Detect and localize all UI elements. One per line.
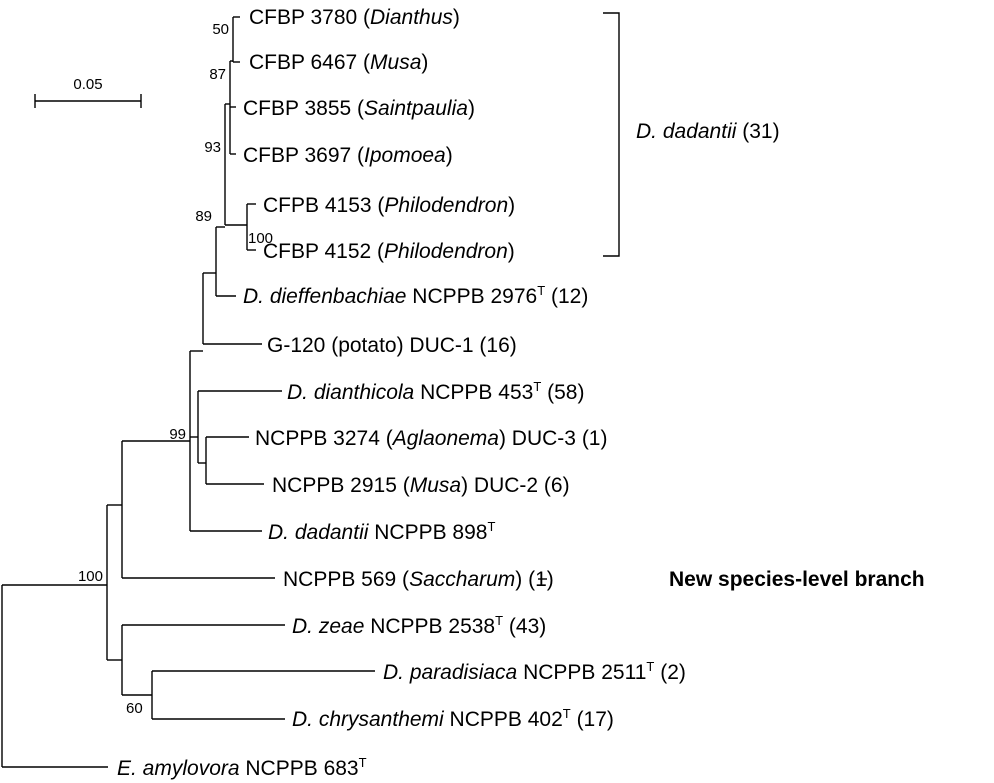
taxon-label: E. amylovora NCPPB 683T: [117, 755, 367, 780]
type-strain-superscript: T: [495, 613, 503, 628]
taxon-label: D. zeae NCPPB 2538T (43): [292, 613, 546, 638]
taxon-labels: CFBP 3780 (Dianthus)CFBP 6467 (Musa)CFBP…: [117, 6, 686, 780]
taxon-label: CFPB 4153 (Philodendron): [263, 194, 515, 217]
taxon-label-part: Philodendron: [384, 240, 508, 263]
taxon-label-part: NCPPB 898: [368, 521, 487, 544]
type-strain-superscript: T: [537, 283, 545, 298]
taxon-label-part: NCPPB 453: [414, 381, 533, 404]
taxon-label-part: Dianthus: [370, 6, 453, 29]
type-strain-superscript: T: [646, 659, 654, 674]
taxon-label-part: NCPPB 3274 (: [255, 427, 393, 450]
taxon-label-part: NCPPB 2538: [364, 615, 495, 638]
taxon-label-part: (58): [541, 381, 584, 404]
taxon-label-part: (12): [545, 285, 588, 308]
taxon-label: CFBP 4152 (Philodendron): [263, 240, 515, 263]
taxon-label-part: ): [508, 194, 515, 217]
bootstrap-value: 87: [209, 66, 226, 83]
taxon-label-part: ): [446, 144, 453, 167]
taxon-label-part: ) DUC-3 (1): [499, 427, 608, 450]
taxon-label-part: ): [453, 6, 460, 29]
taxon-label-part: NCPPB 2511: [517, 661, 646, 684]
taxon-label-part: Musa: [370, 51, 421, 74]
taxon-label-part: NCPPB 569 (: [283, 568, 409, 591]
taxon-label-part: CFBP 6467 (: [249, 51, 370, 74]
taxon-label: D. chrysanthemi NCPPB 402T (17): [292, 706, 614, 731]
taxon-label: NCPPB 569 (Saccharum) (1): [283, 568, 554, 591]
taxon-label-part: ): [421, 51, 428, 74]
taxon-label: D. dianthicola NCPPB 453T (58): [287, 379, 584, 404]
taxon-label-part: (2): [654, 661, 686, 684]
taxon-label-part: (43): [503, 615, 546, 638]
taxon-label-part: CFPB 4153 (: [263, 194, 384, 217]
taxon-label-part: D. dadantii: [268, 521, 370, 544]
taxon-label: NCPPB 2915 (Musa) DUC-2 (6): [272, 474, 570, 497]
taxon-label-part: ) DUC-2 (6): [461, 474, 570, 497]
taxon-label-part: ) (1): [515, 568, 554, 591]
taxon-label-part: ): [468, 97, 475, 120]
taxon-label: G-120 (potato) DUC-1 (16): [267, 334, 517, 357]
bootstrap-value: 93: [204, 139, 221, 156]
taxon-label-part: D. paradisiaca: [383, 661, 517, 684]
taxon-label-part: Aglaonema: [391, 427, 499, 450]
taxon-label-part: D. dianthicola: [287, 381, 414, 404]
type-strain-superscript: T: [359, 755, 367, 770]
clade-label: D. dadantii (31): [636, 120, 780, 143]
type-strain-superscript: T: [533, 379, 541, 394]
taxon-label-part: D. dieffenbachiae: [243, 285, 406, 308]
taxon-label-part: G-120 (potato) DUC-1 (16): [267, 334, 517, 357]
scale-bar-label: 0.05: [73, 76, 102, 93]
taxon-label-part: CFBP 3780 (: [249, 6, 370, 29]
new-branch-callout: New species-level branch: [538, 568, 925, 591]
type-strain-superscript: T: [563, 706, 571, 721]
taxon-label-part: D. chrysanthemi: [292, 708, 445, 731]
taxon-label-part: Musa: [410, 474, 461, 497]
taxon-label: D. dadantii NCPPB 898T: [268, 519, 495, 544]
bootstrap-value: 89: [195, 208, 212, 225]
taxon-label-part: CFBP 4152 (: [263, 240, 384, 263]
taxon-label-part: CFBP 3697 (: [243, 144, 364, 167]
taxon-label-part: NCPPB 2915 (: [272, 474, 410, 497]
bootstrap-values: 50 87 93 100 89 99 100 60: [78, 21, 273, 717]
taxon-label-part: E. amylovora: [117, 757, 240, 780]
taxon-label-part: (17): [571, 708, 614, 731]
taxon-label: CFBP 3697 (Ipomoea): [243, 144, 453, 167]
taxon-label-part: Ipomoea: [364, 144, 446, 167]
taxon-label: NCPPB 3274 (Aglaonema) DUC-3 (1): [255, 427, 607, 450]
clade-count: (31): [736, 120, 779, 143]
clade-bracket: D. dadantii (31): [603, 12, 780, 257]
branches: [1, 16, 375, 768]
bootstrap-value: 100: [248, 230, 273, 247]
taxon-label-part: NCPPB 683: [240, 757, 359, 780]
taxon-label-part: Philodendron: [384, 194, 508, 217]
taxon-label: CFBP 6467 (Musa): [249, 51, 428, 74]
taxon-label-part: NCPPB 402: [444, 708, 563, 731]
bootstrap-value: 60: [126, 700, 143, 717]
taxon-label-part: CFBP 3855 (: [243, 97, 364, 120]
callout-label: New species-level branch: [669, 568, 925, 591]
taxon-label: CFBP 3855 (Saintpaulia): [243, 97, 475, 120]
taxon-label-part: Saccharum: [409, 568, 515, 591]
taxon-label-part: ): [508, 240, 515, 263]
scale-bar: 0.05: [34, 76, 142, 108]
taxon-label: D. dieffenbachiae NCPPB 2976T (12): [243, 283, 588, 308]
clade-bracket-line: [603, 12, 620, 257]
bootstrap-value: 100: [78, 568, 103, 585]
taxon-label-part: NCPPB 2976: [406, 285, 537, 308]
taxon-label: CFBP 3780 (Dianthus): [249, 6, 460, 29]
taxon-label-part: Saintpaulia: [364, 97, 468, 120]
taxon-label-part: D. zeae: [292, 615, 364, 638]
clade-name: D. dadantii: [636, 120, 738, 143]
type-strain-superscript: T: [487, 519, 495, 534]
bootstrap-value: 99: [169, 426, 186, 443]
taxon-label: D. paradisiaca NCPPB 2511T (2): [383, 659, 686, 684]
bootstrap-value: 50: [212, 21, 229, 38]
